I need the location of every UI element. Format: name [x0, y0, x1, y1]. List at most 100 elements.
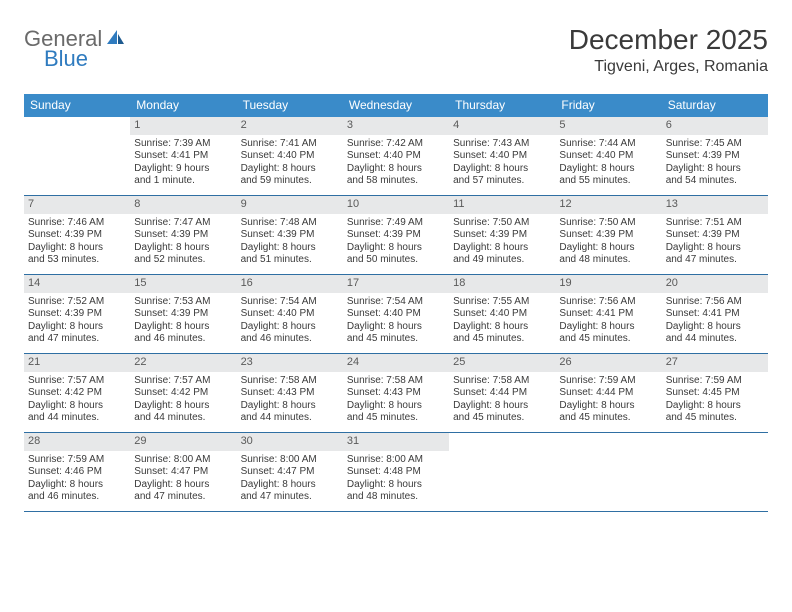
calendar-cell: 1Sunrise: 7:39 AMSunset: 4:41 PMDaylight… [130, 117, 236, 195]
sunset-text: Sunset: 4:39 PM [559, 229, 657, 242]
sunrise-text: Sunrise: 7:54 AM [347, 296, 445, 309]
calendar-cell: 12Sunrise: 7:50 AMSunset: 4:39 PMDayligh… [555, 196, 661, 274]
daylight-text: and 49 minutes. [453, 254, 551, 267]
sunrise-text: Sunrise: 7:58 AM [241, 375, 339, 388]
day-number: 28 [24, 433, 130, 451]
daylight-text: Daylight: 8 hours [453, 400, 551, 413]
daylight-text: Daylight: 8 hours [241, 163, 339, 176]
sunrise-text: Sunrise: 7:55 AM [453, 296, 551, 309]
calendar-cell: 24Sunrise: 7:58 AMSunset: 4:43 PMDayligh… [343, 354, 449, 432]
sunrise-text: Sunrise: 7:46 AM [28, 217, 126, 230]
sunset-text: Sunset: 4:40 PM [453, 150, 551, 163]
day-number: 21 [24, 354, 130, 372]
day-number: 1 [130, 117, 236, 135]
calendar-cell: 20Sunrise: 7:56 AMSunset: 4:41 PMDayligh… [662, 275, 768, 353]
sunrise-text: Sunrise: 8:00 AM [347, 454, 445, 467]
sunset-text: Sunset: 4:40 PM [241, 308, 339, 321]
daylight-text: and 45 minutes. [453, 333, 551, 346]
sunrise-text: Sunrise: 7:59 AM [28, 454, 126, 467]
sunrise-text: Sunrise: 7:52 AM [28, 296, 126, 309]
weekday-heading: Sunday [24, 94, 130, 117]
calendar-cell: 6Sunrise: 7:45 AMSunset: 4:39 PMDaylight… [662, 117, 768, 195]
daylight-text: Daylight: 8 hours [453, 163, 551, 176]
calendar-cell [449, 433, 555, 511]
day-number: 26 [555, 354, 661, 372]
day-number: 31 [343, 433, 449, 451]
day-number: 7 [24, 196, 130, 214]
calendar-cell: 16Sunrise: 7:54 AMSunset: 4:40 PMDayligh… [237, 275, 343, 353]
daylight-text: Daylight: 8 hours [559, 163, 657, 176]
daylight-text: Daylight: 8 hours [453, 321, 551, 334]
daylight-text: Daylight: 8 hours [134, 242, 232, 255]
weekday-heading: Wednesday [343, 94, 449, 117]
daylight-text: Daylight: 8 hours [347, 479, 445, 492]
day-number: 25 [449, 354, 555, 372]
location-subtitle: Tigveni, Arges, Romania [569, 58, 768, 76]
daylight-text: and 55 minutes. [559, 175, 657, 188]
calendar-cell: 14Sunrise: 7:52 AMSunset: 4:39 PMDayligh… [24, 275, 130, 353]
calendar-row: 7Sunrise: 7:46 AMSunset: 4:39 PMDaylight… [24, 196, 768, 275]
sunrise-text: Sunrise: 7:59 AM [559, 375, 657, 388]
sunrise-text: Sunrise: 7:50 AM [453, 217, 551, 230]
daylight-text: Daylight: 8 hours [559, 242, 657, 255]
day-number: 13 [662, 196, 768, 214]
daylight-text: and 59 minutes. [241, 175, 339, 188]
calendar-cell: 25Sunrise: 7:58 AMSunset: 4:44 PMDayligh… [449, 354, 555, 432]
calendar-cell: 8Sunrise: 7:47 AMSunset: 4:39 PMDaylight… [130, 196, 236, 274]
weekday-heading: Monday [130, 94, 236, 117]
day-number: 10 [343, 196, 449, 214]
daylight-text: Daylight: 8 hours [559, 400, 657, 413]
daylight-text: and 45 minutes. [347, 333, 445, 346]
calendar-row: 14Sunrise: 7:52 AMSunset: 4:39 PMDayligh… [24, 275, 768, 354]
day-number: 4 [449, 117, 555, 135]
sunset-text: Sunset: 4:39 PM [28, 229, 126, 242]
daylight-text: Daylight: 9 hours [134, 163, 232, 176]
sunrise-text: Sunrise: 7:43 AM [453, 138, 551, 151]
daylight-text: and 46 minutes. [28, 491, 126, 504]
daylight-text: and 57 minutes. [453, 175, 551, 188]
daylight-text: Daylight: 8 hours [28, 479, 126, 492]
sunset-text: Sunset: 4:40 PM [241, 150, 339, 163]
calendar-cell: 21Sunrise: 7:57 AMSunset: 4:42 PMDayligh… [24, 354, 130, 432]
calendar-row: 28Sunrise: 7:59 AMSunset: 4:46 PMDayligh… [24, 433, 768, 512]
daylight-text: Daylight: 8 hours [347, 321, 445, 334]
weekday-heading: Saturday [662, 94, 768, 117]
calendar-cell: 15Sunrise: 7:53 AMSunset: 4:39 PMDayligh… [130, 275, 236, 353]
sunset-text: Sunset: 4:47 PM [134, 466, 232, 479]
daylight-text: Daylight: 8 hours [134, 400, 232, 413]
calendar-row: 21Sunrise: 7:57 AMSunset: 4:42 PMDayligh… [24, 354, 768, 433]
sunset-text: Sunset: 4:44 PM [559, 387, 657, 400]
day-number: 17 [343, 275, 449, 293]
daylight-text: Daylight: 8 hours [241, 400, 339, 413]
calendar: Sunday Monday Tuesday Wednesday Thursday… [24, 94, 768, 512]
day-number: 11 [449, 196, 555, 214]
calendar-cell: 11Sunrise: 7:50 AMSunset: 4:39 PMDayligh… [449, 196, 555, 274]
daylight-text: Daylight: 8 hours [241, 479, 339, 492]
calendar-cell: 7Sunrise: 7:46 AMSunset: 4:39 PMDaylight… [24, 196, 130, 274]
daylight-text: Daylight: 8 hours [453, 242, 551, 255]
day-number: 8 [130, 196, 236, 214]
sunrise-text: Sunrise: 7:56 AM [666, 296, 764, 309]
daylight-text: and 45 minutes. [559, 333, 657, 346]
sunrise-text: Sunrise: 7:53 AM [134, 296, 232, 309]
month-title: December 2025 [569, 24, 768, 56]
daylight-text: and 44 minutes. [666, 333, 764, 346]
sunset-text: Sunset: 4:41 PM [134, 150, 232, 163]
sunset-text: Sunset: 4:42 PM [134, 387, 232, 400]
sunset-text: Sunset: 4:46 PM [28, 466, 126, 479]
calendar-cell [555, 433, 661, 511]
sunrise-text: Sunrise: 8:00 AM [134, 454, 232, 467]
title-block: December 2025 Tigveni, Arges, Romania [569, 24, 768, 76]
daylight-text: and 44 minutes. [28, 412, 126, 425]
daylight-text: Daylight: 8 hours [347, 242, 445, 255]
daylight-text: Daylight: 8 hours [28, 321, 126, 334]
sunset-text: Sunset: 4:39 PM [28, 308, 126, 321]
sunrise-text: Sunrise: 7:41 AM [241, 138, 339, 151]
daylight-text: and 44 minutes. [134, 412, 232, 425]
calendar-cell: 27Sunrise: 7:59 AMSunset: 4:45 PMDayligh… [662, 354, 768, 432]
calendar-cell: 4 Sunrise: 7:43 AMSunset: 4:40 PMDaylight… [449, 117, 555, 195]
daylight-text: Daylight: 8 hours [347, 163, 445, 176]
daylight-text: and 52 minutes. [134, 254, 232, 267]
sunset-text: Sunset: 4:47 PM [241, 466, 339, 479]
daylight-text: Daylight: 8 hours [241, 321, 339, 334]
